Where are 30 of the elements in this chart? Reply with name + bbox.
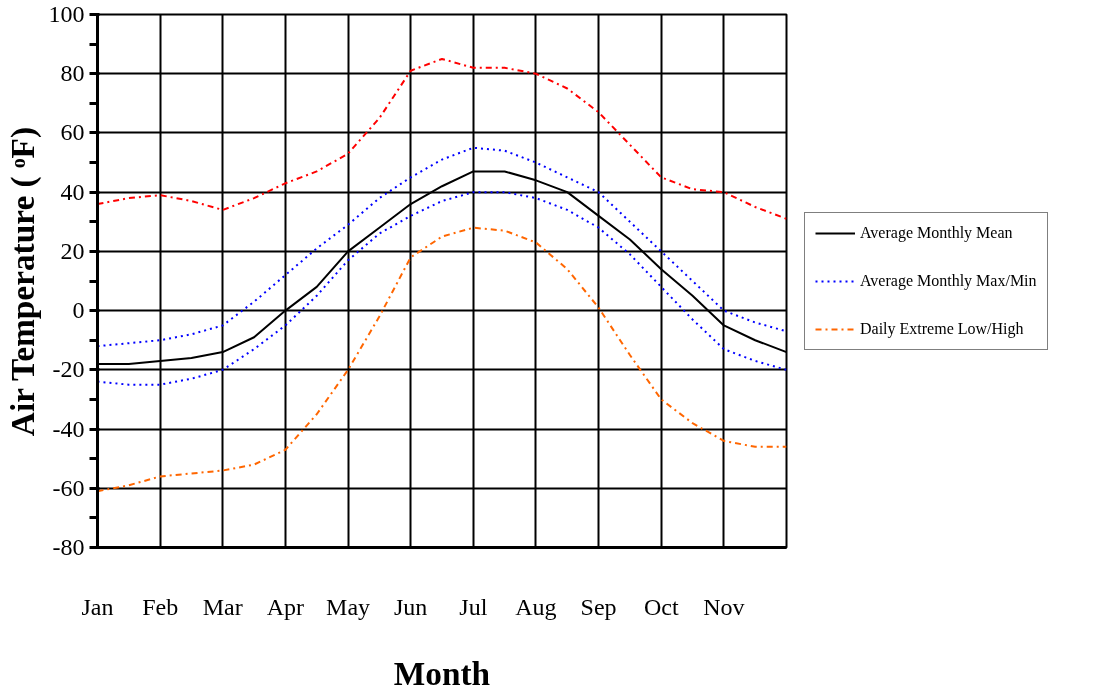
line-series (97, 57, 787, 220)
x-tick-label: Aug (515, 593, 557, 620)
y-tick-label: 40 (60, 178, 85, 205)
legend-label: Average Monthly Max/Min (860, 271, 1037, 290)
y-tick-label: -40 (52, 415, 85, 442)
x-tick-label: Jul (459, 593, 488, 620)
y-axis-title: Air Temperature ( ᵒF) (3, 127, 42, 437)
x-tick-label: Jun (394, 593, 428, 620)
x-tick-label: Nov (703, 593, 745, 620)
y-tick-label: 0 (72, 297, 85, 324)
y-tick-label: 60 (60, 119, 85, 146)
y-tick-label: -20 (52, 356, 85, 383)
x-tick-label: May (326, 593, 371, 620)
legend-label: Daily Extreme Low/High (860, 319, 1024, 338)
x-tick-label: Jan (81, 593, 114, 620)
y-tick-label: -80 (52, 534, 85, 560)
x-tick-label: Feb (142, 593, 179, 620)
x-tick-label: Apr (266, 593, 305, 620)
line-series (97, 191, 787, 386)
legend-label: Average Monthly Mean (860, 223, 1013, 242)
y-tick-label: 80 (60, 60, 85, 87)
y-tick-label: 20 (60, 237, 85, 264)
y-tick-label: 100 (48, 1, 85, 27)
line-series (97, 146, 787, 348)
line-series (97, 226, 787, 493)
x-axis-title: Month (393, 654, 491, 692)
x-tick-label: Mar (202, 593, 243, 620)
y-tick-label: -60 (52, 474, 85, 501)
x-tick-label: Sep (580, 593, 617, 620)
x-tick-label: Oct (643, 593, 679, 620)
